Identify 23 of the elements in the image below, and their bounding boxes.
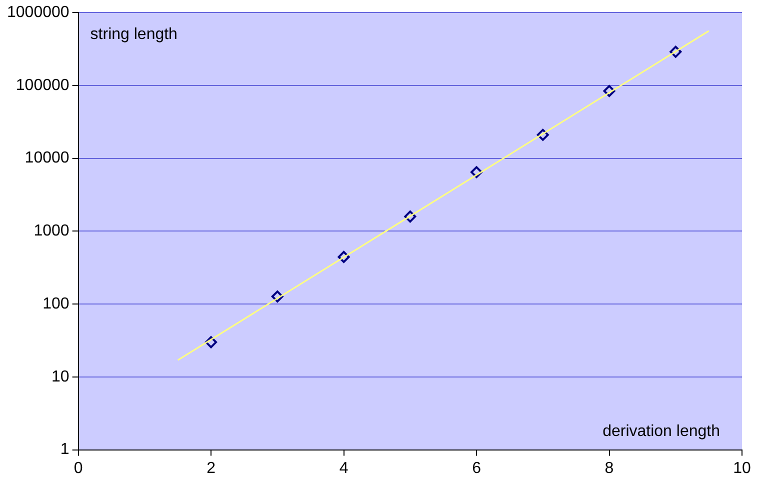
point bbox=[205, 336, 218, 348]
x-tick-label: 4 bbox=[339, 460, 348, 477]
point bbox=[536, 128, 549, 141]
x-tick-label: 0 bbox=[74, 460, 83, 477]
y-tick-label: 1 bbox=[60, 441, 70, 458]
point bbox=[670, 46, 682, 58]
y-tick-label: 10000 bbox=[24, 150, 70, 167]
x-tick-label: 10 bbox=[733, 460, 751, 477]
y-tick-label: 100000 bbox=[16, 76, 70, 94]
x-tick-label: 2 bbox=[206, 460, 216, 477]
y-tick-label: 1000 bbox=[34, 222, 70, 240]
point bbox=[338, 250, 350, 263]
x-tick-label: 8 bbox=[604, 460, 614, 477]
y-axis-title: string length bbox=[90, 26, 178, 44]
point bbox=[470, 166, 483, 178]
point bbox=[404, 210, 416, 223]
y-tick-label: 100 bbox=[42, 295, 70, 312]
x-tick-label: 6 bbox=[472, 460, 482, 477]
point bbox=[271, 290, 284, 303]
y-tick-label: 1000000 bbox=[6, 4, 70, 22]
y-tick-label: 10 bbox=[51, 368, 70, 386]
x-axis-title: derivation length bbox=[602, 423, 720, 440]
point bbox=[603, 84, 616, 97]
